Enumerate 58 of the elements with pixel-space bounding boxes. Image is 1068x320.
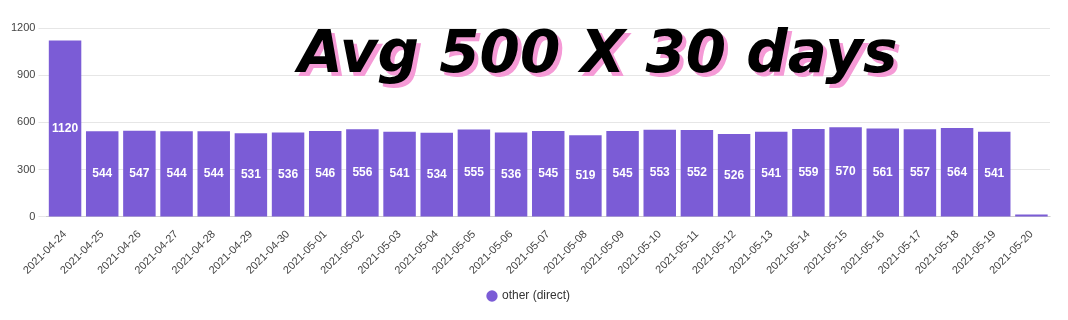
bar: [346, 129, 379, 217]
data-label: 541: [761, 166, 782, 181]
bar: [234, 133, 268, 217]
data-label: 541: [984, 166, 1005, 181]
bar: [866, 128, 899, 217]
bar: [85, 131, 119, 217]
data-label: 570: [835, 164, 856, 179]
data-label: 556: [352, 165, 373, 180]
bar: [978, 131, 1011, 217]
bar: [569, 135, 602, 217]
data-label: 557: [909, 165, 931, 180]
bar: [606, 131, 639, 217]
y-tick-label: 300: [17, 162, 36, 175]
data-label: 544: [203, 166, 225, 181]
bar: [420, 132, 453, 217]
y-tick-label: 0: [29, 209, 36, 222]
data-label: 552: [686, 165, 708, 180]
bar: [48, 40, 82, 217]
bar: [123, 130, 156, 217]
data-label: 534: [426, 166, 448, 181]
data-label: 564: [947, 164, 968, 179]
data-label: 531: [240, 167, 262, 182]
data-label: 559: [798, 164, 819, 179]
data-label: 555: [463, 165, 485, 180]
data-label: 1120: [52, 120, 79, 135]
bar: [903, 129, 937, 217]
y-tick-label: 900: [17, 68, 36, 81]
data-label: 536: [501, 166, 522, 181]
bar: [457, 129, 491, 217]
data-label: 545: [538, 166, 559, 181]
data-label: 526: [724, 167, 745, 182]
data-label: 544: [166, 166, 187, 181]
bar: [643, 129, 676, 217]
bar: [494, 132, 528, 217]
legend-label: other (direct): [501, 288, 571, 303]
data-label: 519: [575, 168, 596, 183]
data-label: 545: [612, 166, 633, 181]
data-label: 546: [315, 165, 336, 180]
bar: [755, 131, 788, 217]
data-label: 541: [389, 166, 410, 181]
bar: [680, 130, 714, 217]
y-tick-label: 600: [17, 115, 36, 128]
bar: [383, 131, 416, 217]
data-label: 544: [92, 166, 113, 181]
data-label: 547: [129, 165, 150, 180]
bar: [197, 131, 230, 217]
bar: [940, 128, 974, 217]
data-label: 536: [278, 166, 299, 181]
bar: [308, 130, 342, 217]
data-label: 553: [649, 165, 671, 180]
y-tick-label: 1200: [10, 21, 36, 34]
bar: [829, 127, 862, 217]
bar: [531, 131, 565, 217]
bar: [160, 131, 193, 217]
bar: [271, 132, 305, 217]
bar: [792, 128, 825, 217]
bar: [717, 134, 751, 217]
data-label: 561: [872, 164, 894, 179]
